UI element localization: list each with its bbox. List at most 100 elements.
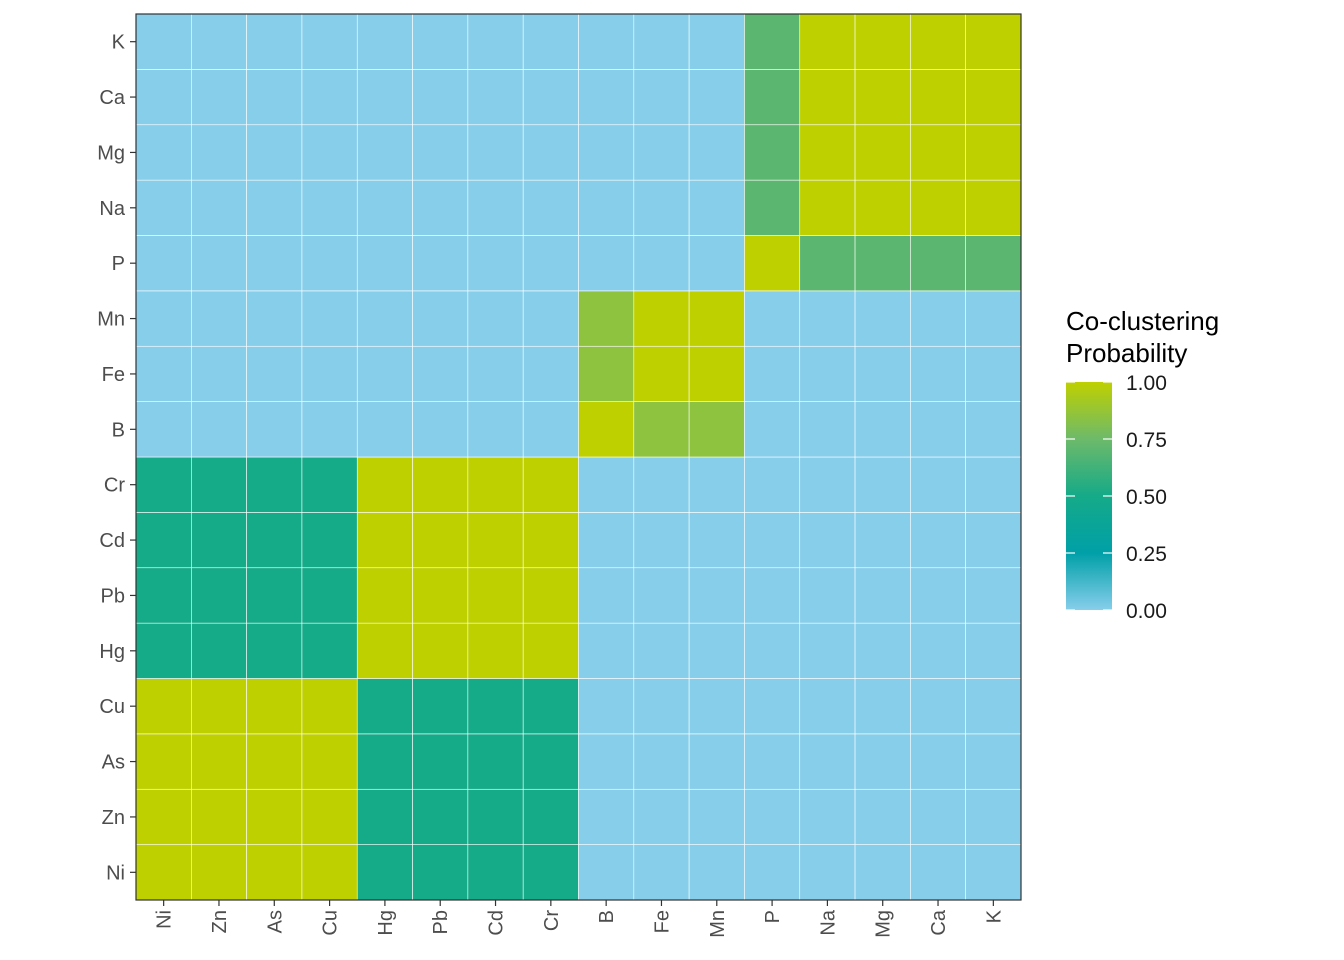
heatmap-cell-As-As xyxy=(246,733,303,790)
heatmap-cell-K-Ni xyxy=(135,13,192,70)
heatmap-cell-Ca-K xyxy=(965,69,1022,126)
heatmap-cell-Ca-Mg xyxy=(854,69,911,126)
heatmap-cell-Ni-As xyxy=(246,844,303,901)
x-tick-label-Cu: Cu xyxy=(320,910,342,936)
heatmap-cell-Cd-As xyxy=(246,512,303,569)
heatmap-cell-Cd-Na xyxy=(799,512,856,569)
x-tick-label-Ni: Ni xyxy=(154,910,176,929)
heatmap-cell-Na-Ni xyxy=(135,179,192,236)
heatmap-cell-B-Mn xyxy=(688,401,745,458)
heatmap-cell-B-Pb xyxy=(412,401,469,458)
heatmap-cell-P-Fe xyxy=(633,235,690,292)
heatmap-cell-B-As xyxy=(246,401,303,458)
heatmap-cell-Cr-Cu xyxy=(301,456,358,513)
heatmap-cell-B-K xyxy=(965,401,1022,458)
heatmap-cell-Ca-Na xyxy=(799,69,856,126)
heatmap-cell-Cr-Fe xyxy=(633,456,690,513)
heatmap-cell-Na-Pb xyxy=(412,179,469,236)
heatmap-cell-Zn-Cu xyxy=(301,788,358,845)
heatmap-cell-Hg-Cu xyxy=(301,622,358,679)
heatmap-cell-Fe-Na xyxy=(799,345,856,402)
heatmap-cell-Pb-Cr xyxy=(522,567,579,624)
heatmap-cell-Pb-B xyxy=(578,567,635,624)
heatmap-cell-B-P xyxy=(744,401,801,458)
heatmap-cell-Cu-Ca xyxy=(910,678,966,735)
heatmap-cell-Cu-B xyxy=(578,678,635,735)
heatmap-cell-Ca-As xyxy=(246,69,303,126)
heatmap-cell-Mn-Zn xyxy=(191,290,247,347)
heatmap-cell-Zn-Pb xyxy=(412,788,469,845)
heatmap-cell-K-Cu xyxy=(301,13,358,70)
heatmap-cell-Cu-K xyxy=(965,678,1022,735)
heatmap-cell-Pb-Mn xyxy=(688,567,745,624)
heatmap-cell-K-Ca xyxy=(910,13,966,70)
x-tick-label-As: As xyxy=(264,910,286,933)
heatmap-cell-Ca-Cr xyxy=(522,69,579,126)
heatmap-cell-Cd-Mn xyxy=(688,512,745,569)
heatmap-cell-P-P xyxy=(744,235,801,292)
heatmap-cell-Na-As xyxy=(246,179,303,236)
x-tick-label-Pb: Pb xyxy=(430,910,452,934)
heatmap-cell-Mg-B xyxy=(578,124,635,181)
heatmap-cell-Cr-Mg xyxy=(854,456,911,513)
heatmap-cell-Na-P xyxy=(744,179,801,236)
heatmap-cell-Cu-Cu xyxy=(301,678,358,735)
heatmap-cell-Ni-Ni xyxy=(135,844,192,901)
heatmap-cell-Na-Cu xyxy=(301,179,358,236)
x-tick-label-Zn: Zn xyxy=(209,910,231,933)
heatmap-cell-K-Pb xyxy=(412,13,469,70)
heatmap-cell-As-Zn xyxy=(191,733,247,790)
heatmap-cell-Mn-Mg xyxy=(854,290,911,347)
heatmap-cell-Ni-K xyxy=(965,844,1022,901)
heatmap-cell-Mg-Hg xyxy=(356,124,413,181)
heatmap-cell-Pb-Mg xyxy=(854,567,911,624)
heatmap-cell-Cr-Cd xyxy=(467,456,524,513)
heatmap-cell-K-Na xyxy=(799,13,856,70)
y-tick-label-Cr: Cr xyxy=(104,475,125,497)
y-tick-label-K: K xyxy=(112,32,126,54)
heatmap-cell-Ni-Cr xyxy=(522,844,579,901)
heatmap-cell-K-B xyxy=(578,13,635,70)
heatmap-cell-Hg-As xyxy=(246,622,303,679)
heatmap-cell-Ni-Hg xyxy=(356,844,413,901)
heatmap-cell-Mn-Fe xyxy=(633,290,690,347)
heatmap-cell-As-Cu xyxy=(301,733,358,790)
heatmap-cell-Fe-B xyxy=(578,345,635,402)
heatmap-cell-Cr-Ca xyxy=(910,456,966,513)
y-tick-label-Cd: Cd xyxy=(99,530,125,552)
heatmap-cell-Zn-Zn xyxy=(191,788,247,845)
heatmap-cell-P-Cu xyxy=(301,235,358,292)
heatmap-cell-Hg-B xyxy=(578,622,635,679)
heatmap-cell-Zn-P xyxy=(744,788,801,845)
heatmap-cell-As-Ni xyxy=(135,733,192,790)
heatmap-cell-Ca-Ca xyxy=(910,69,966,126)
x-tick-label-Na: Na xyxy=(817,909,839,935)
heatmap-cell-Cr-Na xyxy=(799,456,856,513)
heatmap-cell-Ca-Ni xyxy=(135,69,192,126)
heatmap-cell-Cu-Na xyxy=(799,678,856,735)
heatmap-cell-Mn-B xyxy=(578,290,635,347)
heatmap-cell-Mg-Zn xyxy=(191,124,247,181)
heatmap-cell-Hg-Fe xyxy=(633,622,690,679)
heatmap-cell-P-Ca xyxy=(910,235,966,292)
heatmap-cell-Zn-Ca xyxy=(910,788,966,845)
heatmap-cell-Hg-Mn xyxy=(688,622,745,679)
heatmap-cell-Ca-Hg xyxy=(356,69,413,126)
heatmap-cell-As-Fe xyxy=(633,733,690,790)
heatmap-cell-Pb-K xyxy=(965,567,1022,624)
heatmap-cell-As-P xyxy=(744,733,801,790)
heatmap-cell-Hg-P xyxy=(744,622,801,679)
heatmap-cell-Cu-P xyxy=(744,678,801,735)
x-tick-label-Hg: Hg xyxy=(375,910,397,936)
heatmap-cell-Zn-B xyxy=(578,788,635,845)
heatmap-cell-As-B xyxy=(578,733,635,790)
heatmap-cell-B-Ca xyxy=(910,401,966,458)
heatmap-cell-Zn-Cr xyxy=(522,788,579,845)
heatmap-cell-P-K xyxy=(965,235,1022,292)
x-tick-label-K: K xyxy=(983,909,1005,923)
x-tick-label-Mg: Mg xyxy=(873,910,895,938)
heatmap-cell-B-Cd xyxy=(467,401,524,458)
x-tick-label-Fe: Fe xyxy=(651,910,673,933)
heatmap-cell-Na-Zn xyxy=(191,179,247,236)
